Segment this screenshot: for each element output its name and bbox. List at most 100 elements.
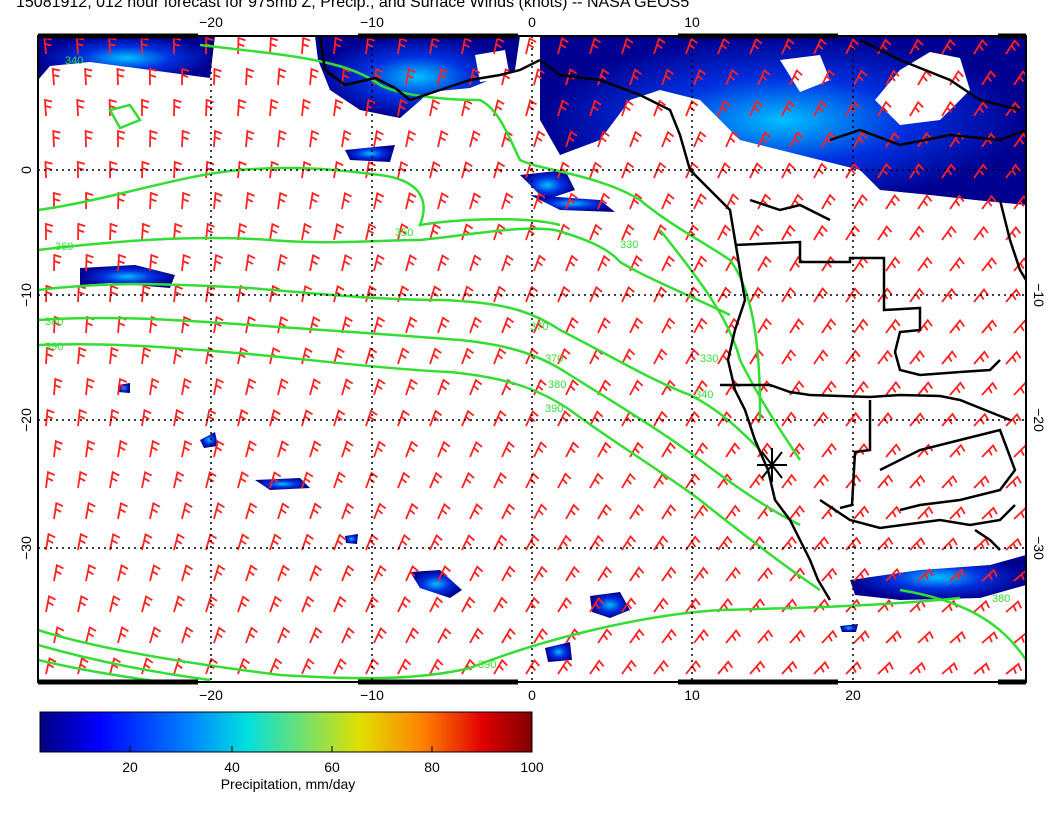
wind-barb (117, 501, 128, 520)
wind-barb (757, 566, 773, 582)
wind-barb (277, 67, 287, 86)
wind-barb (941, 38, 956, 55)
wind-barb (909, 661, 926, 675)
wind-barb (885, 443, 902, 458)
wind-barb (341, 191, 352, 210)
wind-barb (653, 286, 668, 303)
wind-barb (141, 98, 150, 117)
wind-barb (981, 443, 998, 458)
wind-barb (141, 346, 152, 365)
wind-barb (1013, 70, 1026, 86)
wind-barb (213, 129, 223, 148)
wind-barb (173, 98, 182, 117)
wind-barb (845, 162, 860, 179)
wind-barb (301, 36, 311, 55)
wind-barb (525, 534, 540, 551)
wind-barb (213, 502, 225, 520)
contour-label: 380 (992, 593, 1010, 605)
wind-barb (148, 67, 158, 86)
wind-barb (245, 253, 256, 272)
wind-barb (821, 629, 838, 644)
contour-label: 370 (545, 353, 563, 365)
right-axis-labels: −10 −20 −30 (1031, 283, 1047, 560)
wind-barb (813, 38, 827, 55)
wind-barb (205, 160, 215, 179)
wind-barb (365, 595, 379, 613)
wind-barb (845, 38, 860, 55)
wind-barb (789, 442, 805, 458)
wind-barb (813, 411, 829, 427)
wind-barb (269, 533, 282, 551)
wind-barb (717, 162, 731, 179)
wind-barb (717, 37, 731, 55)
wind-barb (149, 377, 160, 396)
wind-barb (781, 224, 796, 241)
wind-barb (629, 317, 644, 334)
wind-barb (429, 596, 444, 613)
wind-barb (205, 98, 214, 117)
wind-barb (757, 255, 772, 272)
wind-barb (725, 566, 741, 582)
wind-barb (397, 596, 411, 613)
wind-barb (493, 161, 506, 179)
wind-barb (205, 595, 218, 613)
wind-barb (653, 223, 667, 241)
wind-barb (373, 564, 387, 582)
wind-barb (181, 626, 194, 644)
contour-label: 330 (700, 353, 718, 365)
wind-barb (173, 346, 184, 365)
wind-barb (629, 566, 645, 582)
wind-barb (981, 194, 997, 210)
wind-barb (173, 222, 183, 241)
wind-barb (141, 284, 151, 303)
wind-barb (1013, 568, 1026, 582)
wind-barb (109, 408, 120, 427)
wind-barb (589, 659, 605, 675)
wind-barb (437, 378, 450, 396)
wind-barb (373, 627, 387, 644)
wind-barb (461, 596, 476, 613)
tick-label: 0 (528, 687, 536, 703)
wind-barb (917, 194, 933, 210)
wind-barb (973, 599, 990, 613)
wind-barb (461, 534, 475, 551)
wind-barb (309, 191, 320, 210)
wind-barb (909, 163, 925, 179)
wind-barb (85, 315, 95, 334)
wind-barb (237, 533, 250, 551)
wind-barb (973, 412, 990, 427)
wind-barb (269, 98, 279, 117)
wind-barb (277, 253, 288, 272)
wind-barb (693, 130, 707, 148)
wind-barb (781, 100, 795, 117)
colorbar-tick-label: 20 (122, 759, 138, 775)
wind-barb (885, 69, 900, 86)
wind-barb (405, 378, 418, 396)
wind-barb (941, 225, 957, 241)
wind-barb (333, 409, 346, 427)
wind-barb (1013, 444, 1026, 458)
wind-barb (533, 503, 548, 520)
wind-barb (141, 408, 152, 427)
wind-barb (365, 658, 379, 675)
wind-barb (629, 379, 644, 396)
wind-barb (181, 315, 192, 334)
wind-barb (141, 470, 152, 489)
wind-barb (653, 659, 669, 675)
wind-barb (877, 536, 894, 551)
wind-barb (245, 502, 258, 520)
wind-barb (661, 130, 675, 148)
tick-label: −10 (360, 687, 384, 703)
wind-barb (429, 658, 444, 675)
wind-barb (685, 659, 701, 675)
wind-barb (525, 37, 537, 55)
wind-barb (653, 37, 666, 55)
wind-barb (461, 161, 473, 179)
wind-barb (181, 253, 191, 272)
tick-label: 10 (684, 14, 700, 30)
wind-barb (877, 100, 892, 117)
wind-barb (51, 67, 61, 86)
wind-barb (141, 657, 154, 675)
wind-barb (877, 162, 892, 179)
wind-barb (373, 378, 386, 396)
